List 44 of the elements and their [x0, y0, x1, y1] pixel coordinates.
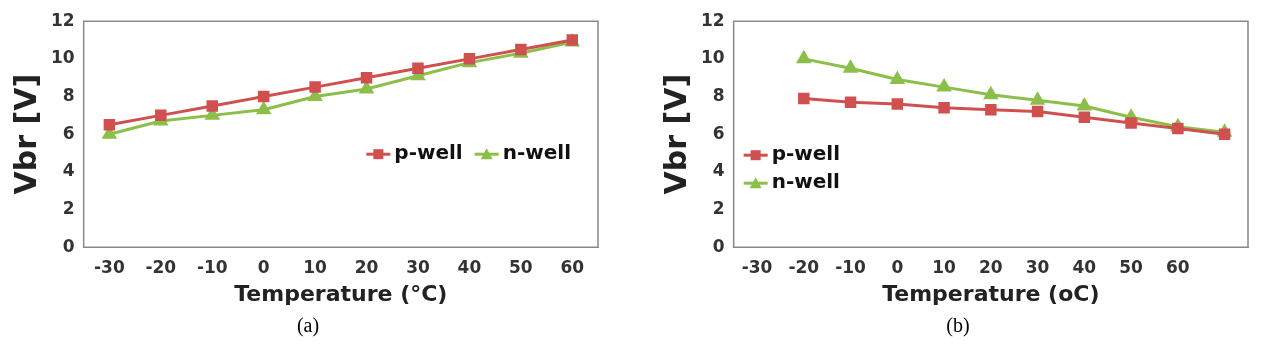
- x-tick-label: 50: [1119, 256, 1144, 277]
- y-tick-label: 8: [62, 84, 75, 105]
- text: (b): [945, 314, 971, 337]
- y-tick-label: 2: [712, 197, 725, 218]
- x-tick-label: -20: [788, 256, 820, 277]
- y-axis-title: Vbr [V]: [657, 73, 693, 195]
- legend-label: p-well: [394, 140, 463, 165]
- legend-label: p-well: [771, 141, 841, 166]
- x-tick-label: 60: [1166, 256, 1190, 277]
- y-tick-label: 0: [712, 235, 725, 256]
- y-tick-label: 12: [700, 9, 725, 30]
- x-tick-label: -30: [741, 256, 773, 277]
- x-tick-label: 20: [354, 256, 379, 277]
- x-tick-label: 0: [891, 256, 904, 277]
- x-tick-label: 50: [509, 256, 533, 277]
- x-tick-label: 40: [1072, 256, 1097, 277]
- x-tick-label: -10: [196, 256, 228, 277]
- x-axis-title: Temperature (°C): [234, 280, 448, 306]
- x-axis-title: Temperature (oC): [882, 280, 1100, 306]
- text: (a): [295, 314, 321, 337]
- y-axis-title: Vbr [V]: [7, 73, 43, 195]
- x-tick-label: 30: [1025, 256, 1050, 277]
- y-tick-label: 10: [50, 47, 75, 68]
- y-tick-label: 10: [700, 47, 725, 68]
- y-tick-label: 6: [712, 122, 725, 143]
- y-tick-label: 4: [62, 160, 75, 181]
- x-tick-label: -10: [835, 256, 867, 277]
- y-tick-label: 4: [712, 160, 725, 181]
- y-tick-label: 8: [712, 84, 725, 105]
- x-tick-label: 10: [932, 256, 957, 277]
- x-tick-label: 40: [457, 256, 482, 277]
- x-tick-label: 30: [406, 256, 430, 277]
- x-tick-label: -20: [145, 256, 177, 277]
- y-tick-label: 0: [62, 235, 75, 256]
- x-tick-label: 10: [303, 256, 328, 277]
- legend-label: n-well: [502, 140, 572, 165]
- x-tick-label: 60: [560, 256, 585, 277]
- y-tick-label: 12: [50, 9, 75, 30]
- x-tick-label: 20: [978, 256, 1003, 277]
- y-tick-label: 2: [62, 197, 75, 218]
- x-tick-label: 0: [257, 256, 270, 277]
- x-tick-label: -30: [94, 256, 125, 277]
- legend-label: n-well: [771, 169, 840, 194]
- y-tick-label: 6: [62, 122, 75, 143]
